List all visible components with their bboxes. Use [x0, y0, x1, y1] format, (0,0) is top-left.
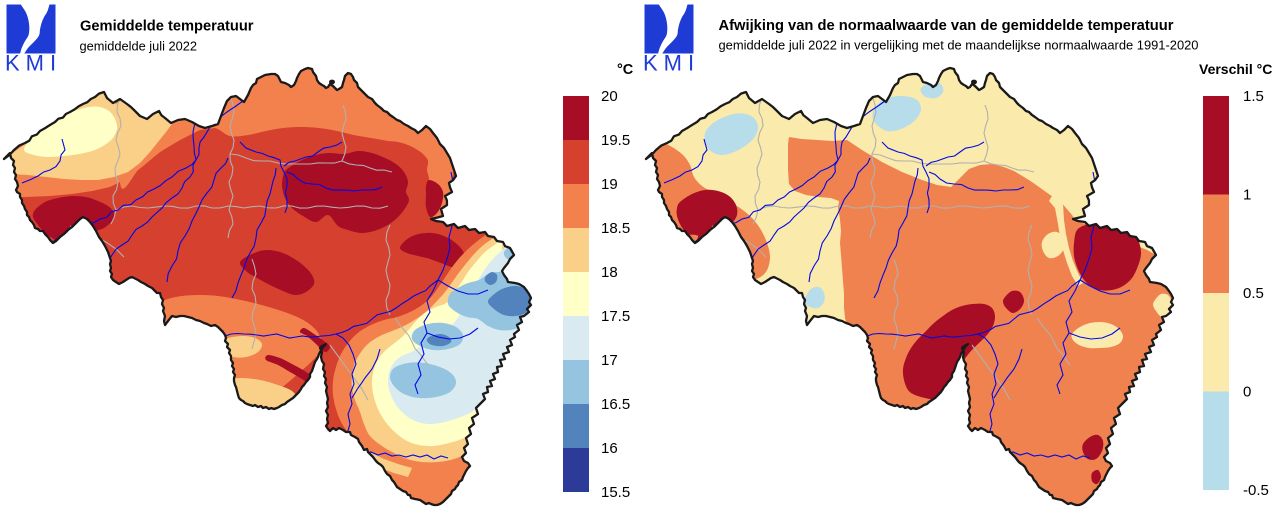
svg-text:18.5: 18.5 [601, 220, 630, 237]
svg-text:Afwijking van de normaalwaarde: Afwijking van de normaalwaarde van de ge… [719, 18, 1174, 34]
svg-text:0: 0 [1243, 384, 1251, 401]
svg-text:15.5: 15.5 [601, 484, 630, 501]
svg-text:°C: °C [617, 62, 634, 78]
svg-text:Verschil °C: Verschil °C [1199, 61, 1272, 77]
svg-text:1.5: 1.5 [1243, 88, 1264, 105]
svg-text:KMI: KMI [643, 51, 700, 76]
svg-text:17: 17 [601, 352, 618, 369]
svg-text:gemiddelde juli 2022: gemiddelde juli 2022 [80, 39, 198, 54]
svg-text:16.5: 16.5 [601, 396, 630, 413]
svg-text:17.5: 17.5 [601, 308, 630, 325]
svg-text:gemiddelde juli 2022 in vergel: gemiddelde juli 2022 in vergelijking met… [719, 38, 1199, 53]
svg-text:0.5: 0.5 [1243, 285, 1264, 302]
svg-text:Gemiddelde temperatuur: Gemiddelde temperatuur [80, 18, 254, 35]
svg-text:19: 19 [601, 176, 618, 193]
svg-text:1: 1 [1243, 187, 1251, 204]
svg-text:18: 18 [601, 264, 618, 281]
svg-text:16: 16 [601, 440, 618, 457]
svg-text:-0.5: -0.5 [1243, 482, 1269, 499]
svg-text:20: 20 [601, 88, 618, 105]
svg-text:KMI: KMI [5, 51, 62, 76]
svg-text:19.5: 19.5 [601, 132, 630, 149]
